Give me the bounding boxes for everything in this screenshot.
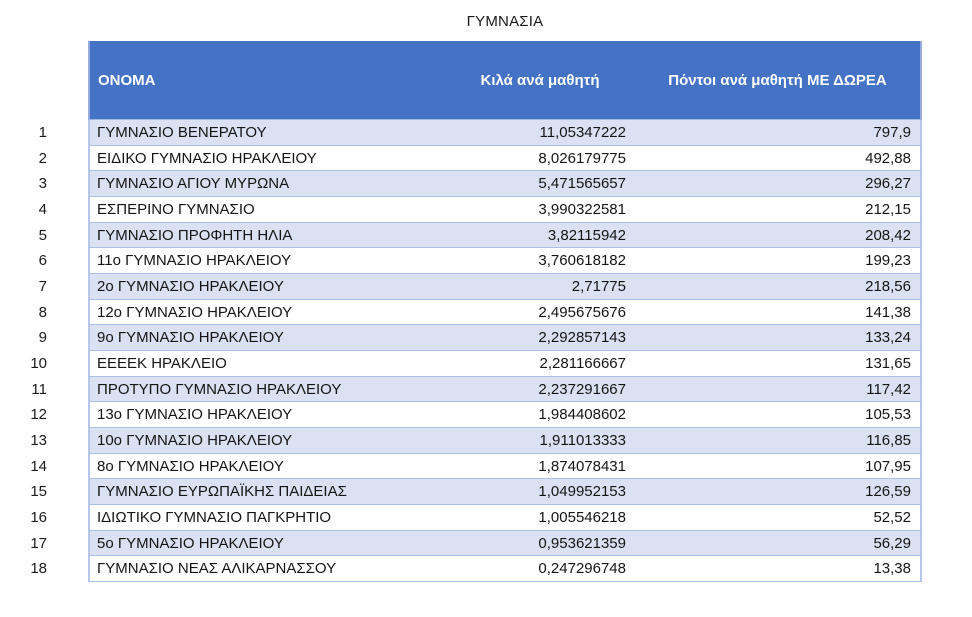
points-per-student-cell[interactable]: 131,65 — [635, 350, 922, 377]
table-row: 12 13ο ΓΥΜΝΑΣΙΟ ΗΡΑΚΛΕΙΟΥ 1,984408602 105,5… — [0, 402, 972, 428]
table-row: 16 ΙΔΙΩΤΙΚΟ ΓΥΜΝΑΣΙΟ ΠΑΓΚΡΗΤΙΟ 1,005546218… — [0, 504, 972, 531]
table-row: 15 ΓΥΜΝΑΣΙΟ ΕΥΡΩΠΑΪΚΗΣ ΠΑΙΔΕΙΑΣ 1,04995215… — [0, 479, 972, 505]
kg-per-student-cell[interactable]: 3,990322581 — [445, 196, 635, 223]
kg-per-student-cell[interactable]: 2,495675676 — [445, 299, 635, 326]
row-number: 10 — [30, 354, 47, 372]
table-row: 11 ΠΡΟΤΥΠΟ ΓΥΜΝΑΣΙΟ ΗΡΑΚΛΕΙΟΥ 2,237291667 1… — [0, 376, 972, 403]
school-name-cell[interactable]: 2ο ΓΥΜΝΑΣΙΟ ΗΡΑΚΛΕΙΟΥ — [88, 273, 445, 300]
table-row: 13 10ο ΓΥΜΝΑΣΙΟ ΗΡΑΚΛΕΙΟΥ 1,911013333 116,8… — [0, 427, 972, 454]
points-per-student-cell[interactable]: 199,23 — [635, 248, 922, 274]
header-gutter-spacer — [0, 41, 88, 120]
school-name-cell[interactable]: ΕΕΕΕΚ ΗΡΑΚΛΕΙΟ — [88, 350, 445, 377]
school-name-cell[interactable]: 11ο ΓΥΜΝΑΣΙΟ ΗΡΑΚΛΕΙΟΥ — [88, 248, 445, 274]
table-row: 10 ΕΕΕΕΚ ΗΡΑΚΛΕΙΟ 2,281166667 131,65 — [0, 350, 972, 377]
points-per-student-cell[interactable]: 208,42 — [635, 222, 922, 249]
school-name-cell[interactable]: ΓΥΜΝΑΣΙΟ ΝΕΑΣ ΑΛΙΚΑΡΝΑΣΣΟΥ — [88, 556, 445, 582]
points-per-student-cell[interactable]: 117,42 — [635, 376, 922, 403]
school-name-cell[interactable]: ΠΡΟΤΥΠΟ ΓΥΜΝΑΣΙΟ ΗΡΑΚΛΕΙΟΥ — [88, 376, 445, 403]
table-row: 2 ΕΙΔΙΚΟ ΓΥΜΝΑΣΙΟ ΗΡΑΚΛΕΙΟΥ 8,026179775 492… — [0, 145, 972, 172]
points-per-student-cell[interactable]: 105,53 — [635, 402, 922, 428]
table-row: 5 ΓΥΜΝΑΣΙΟ ΠΡΟΦΗΤΗ ΗΛΙΑ 3,82115942 208,42 — [0, 222, 972, 249]
kg-per-student-cell[interactable]: 1,984408602 — [445, 402, 635, 428]
kg-per-student-cell[interactable]: 0,247296748 — [445, 556, 635, 582]
table-header-row: ΟΝΟΜΑ Κιλά ανά μαθητή Πόντοι ανά μαθητή … — [0, 41, 972, 120]
row-number: 15 — [30, 483, 47, 501]
school-name-cell[interactable]: ΕΙΔΙΚΟ ΓΥΜΝΑΣΙΟ ΗΡΑΚΛΕΙΟΥ — [88, 145, 445, 172]
table-row: 7 2ο ΓΥΜΝΑΣΙΟ ΗΡΑΚΛΕΙΟΥ 2,71775 218,56 — [0, 273, 972, 300]
row-number: 18 — [30, 560, 47, 578]
table-row: 8 12ο ΓΥΜΝΑΣΙΟ ΗΡΑΚΛΕΙΟΥ 2,495675676 141,38 — [0, 299, 972, 326]
school-name-cell[interactable]: ΓΥΜΝΑΣΙΟ ΕΥΡΩΠΑΪΚΗΣ ΠΑΙΔΕΙΑΣ — [88, 479, 445, 505]
points-per-student-cell[interactable]: 13,38 — [635, 556, 922, 582]
row-number: 17 — [30, 534, 47, 552]
school-name-cell[interactable]: 5ο ΓΥΜΝΑΣΙΟ ΗΡΑΚΛΕΙΟΥ — [88, 530, 445, 557]
table-title: ΓΥΜΝΑΣΙΑ — [466, 13, 544, 30]
table-row: 6 11ο ΓΥΜΝΑΣΙΟ ΗΡΑΚΛΕΙΟΥ 3,760618182 199,23 — [0, 248, 972, 274]
row-number: 12 — [30, 406, 47, 424]
row-number: 5 — [38, 226, 47, 244]
school-name-cell[interactable]: ΓΥΜΝΑΣΙΟ ΒΕΝΕΡΑΤΟΥ — [88, 120, 445, 146]
points-per-student-cell[interactable]: 56,29 — [635, 530, 922, 557]
table-row: 1 ΓΥΜΝΑΣΙΟ ΒΕΝΕΡΑΤΟΥ 11,05347222 797,9 — [0, 120, 972, 146]
row-number: 13 — [30, 431, 47, 449]
table-body: 1 ΓΥΜΝΑΣΙΟ ΒΕΝΕΡΑΤΟΥ 11,05347222 797,9 2 ΕΙΔΙ… — [0, 120, 972, 582]
points-per-student-cell[interactable]: 141,38 — [635, 299, 922, 326]
kg-per-student-cell[interactable]: 1,911013333 — [445, 427, 635, 454]
school-name-cell[interactable]: 13ο ΓΥΜΝΑΣΙΟ ΗΡΑΚΛΕΙΟΥ — [88, 402, 445, 428]
points-per-student-cell[interactable]: 52,52 — [635, 504, 922, 531]
school-name-cell[interactable]: ΓΥΜΝΑΣΙΟ ΑΓΙΟΥ ΜΥΡΩΝΑ — [88, 171, 445, 197]
table-row: 9 9ο ΓΥΜΝΑΣΙΟ ΗΡΑΚΛΕΙΟΥ 2,292857143 133,24 — [0, 325, 972, 351]
kg-per-student-cell[interactable]: 5,471565657 — [445, 171, 635, 197]
gymnasia-table: ΟΝΟΜΑ Κιλά ανά μαθητή Πόντοι ανά μαθητή … — [0, 41, 972, 582]
kg-per-student-cell[interactable]: 2,281166667 — [445, 350, 635, 377]
school-name-cell[interactable]: 8ο ΓΥΜΝΑΣΙΟ ΗΡΑΚΛΕΙΟΥ — [88, 453, 445, 480]
kg-per-student-cell[interactable]: 0,953621359 — [445, 530, 635, 557]
row-number: 7 — [38, 277, 47, 295]
row-number: 2 — [38, 149, 47, 167]
row-number: 16 — [30, 508, 47, 526]
row-number: 9 — [38, 329, 47, 347]
kg-per-student-cell[interactable]: 1,049952153 — [445, 479, 635, 505]
column-header-name[interactable]: ΟΝΟΜΑ — [88, 41, 445, 120]
column-header-points-per-student[interactable]: Πόντοι ανά μαθητή ΜΕ ΔΩΡΕΑ — [635, 41, 922, 120]
school-name-cell[interactable]: ΓΥΜΝΑΣΙΟ ΠΡΟΦΗΤΗ ΗΛΙΑ — [88, 222, 445, 249]
kg-per-student-cell[interactable]: 2,237291667 — [445, 376, 635, 403]
school-name-cell[interactable]: 12ο ΓΥΜΝΑΣΙΟ ΗΡΑΚΛΕΙΟΥ — [88, 299, 445, 326]
points-per-student-cell[interactable]: 212,15 — [635, 196, 922, 223]
row-number: 4 — [38, 200, 47, 218]
kg-per-student-cell[interactable]: 3,82115942 — [445, 222, 635, 249]
table-row: 17 5ο ΓΥΜΝΑΣΙΟ ΗΡΑΚΛΕΙΟΥ 0,953621359 56,29 — [0, 530, 972, 557]
school-name-cell[interactable]: 9ο ΓΥΜΝΑΣΙΟ ΗΡΑΚΛΕΙΟΥ — [88, 325, 445, 351]
row-number: 14 — [30, 457, 47, 475]
table-row: 3 ΓΥΜΝΑΣΙΟ ΑΓΙΟΥ ΜΥΡΩΝΑ 5,471565657 296,27 — [0, 171, 972, 197]
kg-per-student-cell[interactable]: 1,874078431 — [445, 453, 635, 480]
school-name-cell[interactable]: 10ο ΓΥΜΝΑΣΙΟ ΗΡΑΚΛΕΙΟΥ — [88, 427, 445, 454]
table-row: 18 ΓΥΜΝΑΣΙΟ ΝΕΑΣ ΑΛΙΚΑΡΝΑΣΣΟΥ 0,247296748 1… — [0, 556, 972, 582]
kg-per-student-cell[interactable]: 2,292857143 — [445, 325, 635, 351]
points-per-student-cell[interactable]: 492,88 — [635, 145, 922, 172]
row-number: 8 — [38, 303, 47, 321]
kg-per-student-cell[interactable]: 11,05347222 — [445, 120, 635, 146]
points-per-student-cell[interactable]: 126,59 — [635, 479, 922, 505]
kg-per-student-cell[interactable]: 1,005546218 — [445, 504, 635, 531]
table-row: 14 8ο ΓΥΜΝΑΣΙΟ ΗΡΑΚΛΕΙΟΥ 1,874078431 107,95 — [0, 453, 972, 480]
kg-per-student-cell[interactable]: 3,760618182 — [445, 248, 635, 274]
points-per-student-cell[interactable]: 133,24 — [635, 325, 922, 351]
points-per-student-cell[interactable]: 116,85 — [635, 427, 922, 454]
column-header-kg-per-student[interactable]: Κιλά ανά μαθητή — [445, 41, 635, 120]
row-number: 1 — [38, 124, 47, 141]
row-number: 3 — [38, 175, 47, 193]
kg-per-student-cell[interactable]: 2,71775 — [445, 273, 635, 300]
points-per-student-cell[interactable]: 296,27 — [635, 171, 922, 197]
row-number: 6 — [38, 252, 47, 270]
points-per-student-cell[interactable]: 797,9 — [635, 120, 922, 146]
school-name-cell[interactable]: ΙΔΙΩΤΙΚΟ ΓΥΜΝΑΣΙΟ ΠΑΓΚΡΗΤΙΟ — [88, 504, 445, 531]
points-per-student-cell[interactable]: 107,95 — [635, 453, 922, 480]
table-row: 4 ΕΣΠΕΡΙΝΟ ΓΥΜΝΑΣΙΟ 3,990322581 212,15 — [0, 196, 972, 223]
kg-per-student-cell[interactable]: 8,026179775 — [445, 145, 635, 172]
points-per-student-cell[interactable]: 218,56 — [635, 273, 922, 300]
row-number: 11 — [31, 380, 47, 398]
school-name-cell[interactable]: ΕΣΠΕΡΙΝΟ ΓΥΜΝΑΣΙΟ — [88, 196, 445, 223]
